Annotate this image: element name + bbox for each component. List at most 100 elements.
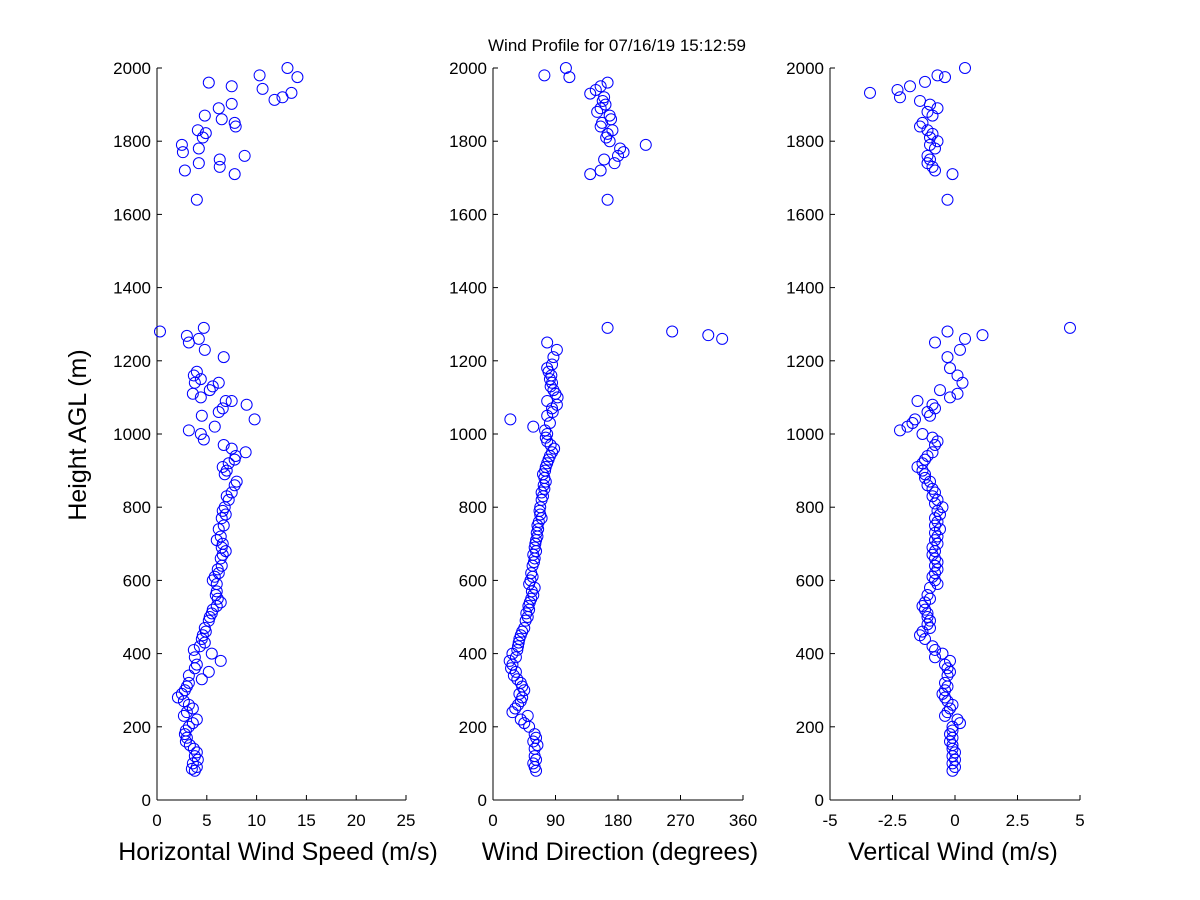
data-point xyxy=(195,673,208,686)
data-point xyxy=(202,614,215,627)
data-point xyxy=(916,625,929,638)
data-point xyxy=(538,482,551,495)
data-point xyxy=(535,493,548,506)
data-point xyxy=(944,702,956,715)
data-point xyxy=(256,82,269,95)
data-point xyxy=(526,559,539,572)
data-point xyxy=(547,351,560,364)
data-point xyxy=(248,413,261,426)
y-tick-label: 1200 xyxy=(113,352,151,371)
x-tick-label: 2.5 xyxy=(1006,811,1030,830)
x-tick-label: 25 xyxy=(397,811,416,830)
data-point xyxy=(196,131,209,144)
data-point xyxy=(228,479,241,492)
x-tick-label: 15 xyxy=(297,811,316,830)
data-point xyxy=(959,332,971,345)
data-point xyxy=(203,384,216,397)
data-point xyxy=(904,80,916,93)
data-point xyxy=(546,358,559,371)
data-point xyxy=(504,413,517,426)
data-point xyxy=(931,135,944,148)
data-point xyxy=(188,750,201,763)
data-point xyxy=(639,138,652,151)
data-point xyxy=(921,589,934,602)
y-tick-label: 1000 xyxy=(113,425,151,444)
data-point xyxy=(926,570,939,583)
x-tick-label: 5 xyxy=(1075,811,1084,830)
data-point xyxy=(528,552,541,565)
panel-direction: 0 200 400 600 800 1000 1200 1400 1600 1800 2000 0 90… xyxy=(449,59,758,866)
y-tick-label: 0 xyxy=(478,791,487,810)
data-point xyxy=(594,120,607,133)
y-tick-label: 1400 xyxy=(113,279,151,298)
data-point xyxy=(521,709,534,722)
data-point xyxy=(959,62,971,74)
data-point xyxy=(218,468,231,481)
data-point xyxy=(518,684,531,697)
data-point xyxy=(612,149,624,162)
x-axis-label-vertical: Vertical Wind (m/s) xyxy=(848,838,1058,866)
data-point xyxy=(186,387,199,400)
data-point xyxy=(949,746,961,759)
data-point xyxy=(914,94,926,107)
data-point xyxy=(941,669,954,682)
data-point xyxy=(535,512,548,525)
y-tick-label: 1200 xyxy=(786,352,824,371)
data-point xyxy=(198,343,211,356)
chart-title: Wind Profile for 07/16/19 15:12:59 xyxy=(488,36,746,55)
data-point xyxy=(538,69,551,82)
data-point xyxy=(212,102,225,115)
data-point xyxy=(216,402,229,415)
data-point xyxy=(530,731,543,744)
data-point xyxy=(512,636,525,649)
data-point xyxy=(514,713,527,726)
data-point xyxy=(186,702,199,715)
data-point xyxy=(563,71,576,84)
data-point xyxy=(180,731,193,744)
y-tick-label: 400 xyxy=(123,645,151,664)
data-point xyxy=(192,332,205,345)
data-point xyxy=(187,742,200,755)
data-point xyxy=(594,102,607,115)
data-point xyxy=(929,486,941,499)
data-point xyxy=(211,592,224,605)
data-point xyxy=(944,391,956,404)
data-point xyxy=(946,757,959,770)
data-point xyxy=(956,376,969,389)
data-point xyxy=(182,336,195,349)
data-point xyxy=(215,512,228,525)
data-point xyxy=(190,713,203,726)
data-point xyxy=(926,109,939,122)
x-tick-label: 20 xyxy=(347,811,366,830)
data-point xyxy=(527,420,540,433)
data-point xyxy=(180,329,193,342)
data-point xyxy=(929,512,941,525)
data-point xyxy=(939,709,951,722)
data-point xyxy=(601,76,614,89)
data-point xyxy=(192,157,205,170)
y-tick-label: 1200 xyxy=(449,352,487,371)
y-tick-label: 600 xyxy=(459,571,487,590)
data-point xyxy=(206,574,219,587)
data-point xyxy=(916,464,929,477)
data-point xyxy=(716,332,729,345)
data-point xyxy=(217,519,230,532)
data-point xyxy=(180,706,193,719)
x-axis-label-speed: Horizontal Wind Speed (m/s) xyxy=(118,838,438,866)
data-point xyxy=(941,706,954,719)
data-point xyxy=(951,713,964,726)
data-point xyxy=(523,720,536,733)
data-point xyxy=(206,380,219,393)
x-tick-label: 10 xyxy=(247,811,266,830)
data-point xyxy=(924,614,936,627)
data-point xyxy=(921,149,934,162)
data-point xyxy=(916,116,929,129)
panel-vertical: 0 200 400 600 800 1000 1200 1400 1600 1800 2000 -5 -… xyxy=(786,59,1085,866)
data-point xyxy=(929,552,941,565)
data-point xyxy=(926,548,939,561)
data-point xyxy=(229,120,242,133)
data-point xyxy=(909,413,921,426)
data-point xyxy=(929,534,941,547)
data-point xyxy=(926,640,939,653)
